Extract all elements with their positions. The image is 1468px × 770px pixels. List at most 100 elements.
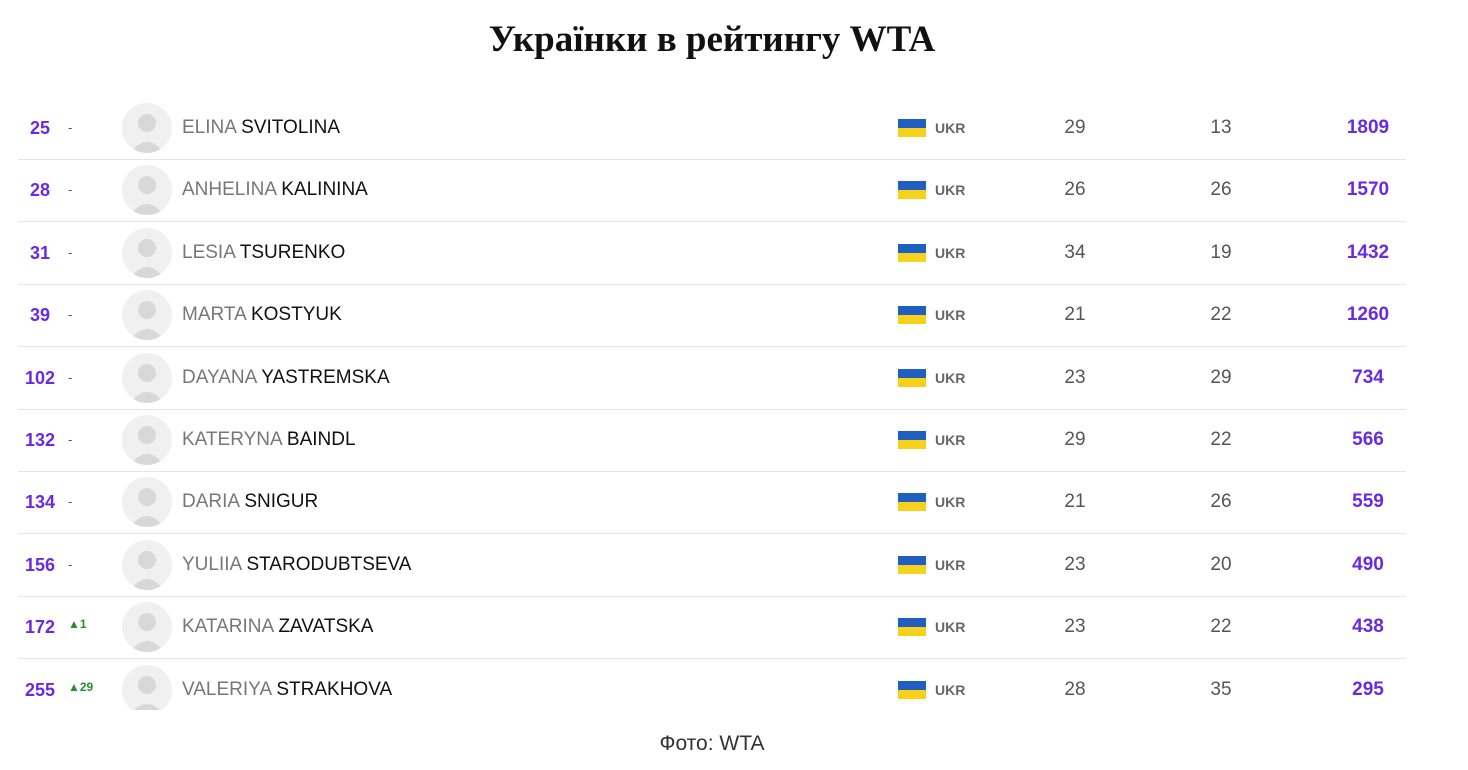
avatar	[122, 602, 172, 653]
flag	[898, 493, 926, 512]
title: Українки в рейтингу WTA	[488, 19, 936, 60]
age: 23	[1064, 553, 1086, 575]
flag-stripe	[898, 252, 926, 262]
last-name: SVITOLINA	[241, 117, 341, 138]
country: UKR	[935, 120, 966, 136]
flag	[898, 181, 926, 200]
avatar	[122, 290, 172, 341]
points: 438	[1352, 616, 1384, 638]
flag-stripe	[898, 368, 926, 378]
movement: ▲29	[68, 679, 94, 694]
table-row: 39 - MARTA KOSTYUK UKR 21 22 1260	[18, 284, 1406, 348]
first-name: LESIA	[182, 241, 235, 263]
avatar-icon	[130, 176, 164, 216]
first-name: ANHELINA	[182, 179, 276, 201]
points: 1570	[1346, 179, 1390, 201]
age: 28	[1064, 678, 1086, 700]
flag-stripe	[898, 502, 926, 512]
flag-stripe	[898, 680, 926, 690]
avatar-icon	[134, 675, 160, 710]
rank: 172	[24, 617, 56, 638]
ranking-table: 25 - ELINA SVITOLINA UKR 29 13 1809 28 - ANHELINA…	[18, 97, 1406, 710]
movement: -	[68, 120, 73, 135]
avatar	[122, 539, 172, 590]
player-name: ANHELINA KALININA	[182, 159, 368, 221]
table-row: 102- DAYANA YASTREMSKA UKR 23 29 734	[18, 347, 1406, 410]
tournaments: 26	[1210, 491, 1232, 513]
avatar	[122, 352, 172, 403]
age: 26	[1064, 179, 1086, 201]
flag-stripe	[898, 377, 926, 387]
tournaments: 29	[1210, 366, 1232, 388]
flag-stripe	[898, 689, 926, 699]
table-row: 28 - ANHELINA KALININA UKR 26 26 1570	[18, 159, 1406, 223]
tournaments: 22	[1210, 304, 1232, 326]
player-name: KATERYNA BAINDL	[182, 409, 356, 471]
movement: -	[68, 307, 73, 323]
country: UKR	[935, 369, 966, 386]
flag-stripe	[898, 306, 926, 316]
player-name: ELINA SVITOLINA	[182, 97, 340, 159]
age: 29	[1064, 429, 1086, 450]
player-name: DARIA SNIGUR	[182, 471, 318, 533]
points: 490	[1352, 553, 1384, 575]
country: UKR	[935, 307, 966, 324]
flag	[898, 618, 926, 637]
points: 1432	[1346, 241, 1390, 263]
first-name: MARTA	[182, 304, 246, 326]
last-name: KOSTYUK	[250, 304, 342, 326]
rank: 28	[29, 180, 51, 201]
player-name: LESIA TSURENKO	[182, 222, 345, 284]
age: 21	[1064, 491, 1086, 513]
avatar-icon	[130, 488, 164, 528]
avatar	[122, 103, 172, 153]
player-name: DAYANA YASTREMSKA	[182, 347, 390, 409]
rank: 255	[24, 679, 56, 700]
movement: -	[68, 432, 73, 447]
avatar-icon	[130, 301, 164, 341]
flag-stripe	[898, 243, 926, 253]
last-name: SNIGUR	[244, 491, 319, 513]
first-name: DAYANA	[182, 366, 257, 388]
points: 1809	[1346, 117, 1390, 138]
last-name: BAINDL	[286, 429, 356, 450]
first-name: KATERYNA	[182, 429, 282, 450]
movement: -	[68, 494, 73, 510]
player-name: YULIIA STARODUBTSEVA	[182, 534, 411, 596]
first-name: DARIA	[182, 491, 240, 513]
table-row: 255 ▲29 VALERIYA STRAKHOVA UKR 28 35 295	[18, 659, 1406, 710]
country: UKR	[935, 681, 966, 698]
avatar	[122, 664, 172, 710]
flag-stripe	[898, 431, 926, 440]
avatar-icon	[130, 550, 164, 590]
flag-stripe	[898, 618, 926, 628]
flag-stripe	[898, 564, 926, 574]
points: 559	[1352, 491, 1384, 513]
rank: 31	[29, 242, 51, 263]
tournaments: 19	[1210, 241, 1232, 263]
movement: -	[68, 182, 73, 198]
flag	[898, 243, 926, 262]
table-row: 25 - ELINA SVITOLINA UKR 29 13 1809	[18, 97, 1406, 160]
player-name: KATARINA ZAVATSKA	[182, 596, 373, 658]
flag-stripe	[898, 190, 926, 200]
player-name: VALERIYA STRAKHOVA	[182, 659, 392, 710]
rank: 156	[24, 554, 56, 575]
tournaments: 26	[1210, 179, 1232, 201]
age: 23	[1064, 616, 1086, 638]
tournaments: 22	[1210, 616, 1232, 638]
avatar-icon	[130, 114, 164, 153]
avatar-icon	[130, 426, 164, 465]
country: UKR	[935, 182, 966, 199]
country: UKR	[935, 432, 966, 448]
flag-stripe	[898, 555, 926, 565]
rank: 25	[29, 118, 51, 138]
avatar	[122, 165, 172, 216]
flag	[898, 680, 926, 699]
tournaments: 35	[1210, 678, 1232, 700]
first-name: KATARINA	[182, 616, 274, 638]
caption: Фото: WTA	[659, 732, 765, 755]
last-name: KALININA	[281, 179, 368, 201]
avatar-icon	[130, 613, 164, 653]
last-name: TSURENKO	[239, 241, 346, 263]
